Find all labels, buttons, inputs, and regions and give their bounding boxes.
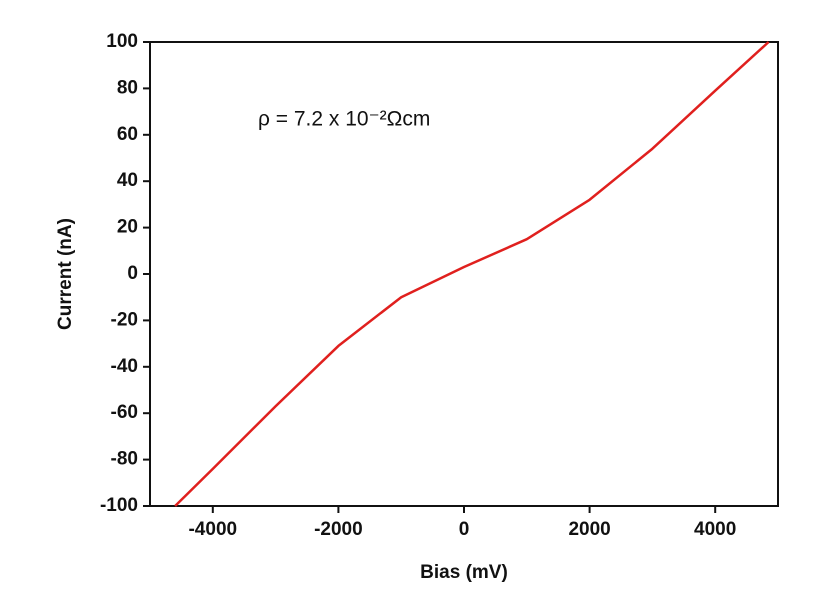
- y-tick-label: 40: [117, 170, 138, 191]
- y-tick-label: 0: [127, 263, 138, 284]
- y-tick-label: -40: [111, 356, 138, 377]
- y-tick-label: 80: [117, 77, 138, 98]
- y-tick-label: 60: [117, 124, 138, 145]
- y-tick-label: -80: [111, 449, 138, 470]
- y-tick-label: -100: [100, 495, 138, 516]
- x-tick-label: 2000: [568, 519, 610, 540]
- x-axis-label: Bias (mV): [420, 562, 508, 583]
- y-tick-label: -60: [111, 402, 138, 423]
- x-tick-label: -4000: [188, 519, 237, 540]
- y-axis-label: Current (nA): [55, 218, 76, 330]
- x-tick-label: 4000: [694, 519, 736, 540]
- x-tick-label: -2000: [314, 519, 363, 540]
- y-tick-label: -20: [111, 309, 138, 330]
- annotation: ρ = 7.2 x 10⁻²Ωcm: [258, 108, 430, 131]
- y-tick-label: 20: [117, 217, 138, 238]
- data-line: [174, 41, 770, 507]
- x-tick-label: 0: [459, 519, 470, 540]
- y-tick-label: 100: [106, 31, 138, 52]
